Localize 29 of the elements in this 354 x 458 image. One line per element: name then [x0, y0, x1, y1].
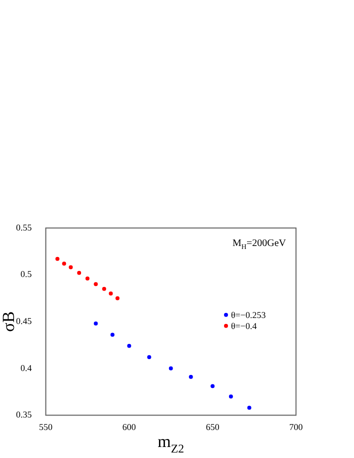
y-tick-label: 0.5 — [20, 269, 32, 280]
point — [115, 296, 120, 300]
point — [168, 366, 173, 370]
x-tick-label: 650 — [206, 422, 220, 432]
point — [108, 292, 113, 296]
point — [77, 270, 82, 275]
point — [94, 282, 98, 286]
point — [127, 344, 132, 348]
point — [247, 406, 252, 410]
point — [228, 394, 233, 398]
point — [210, 384, 215, 388]
y-tick-label: 0.55 — [16, 222, 32, 232]
y-tick-label: 0.4 — [20, 362, 32, 373]
point — [62, 262, 66, 266]
legend-label: θ=−0.4 — [231, 320, 258, 331]
x-tick-label: 550 — [39, 422, 53, 432]
point — [102, 286, 106, 291]
point — [94, 321, 98, 326]
x-tick-label: 600 — [122, 422, 136, 432]
point — [110, 332, 114, 337]
x-tick-label: 700 — [289, 422, 304, 432]
y-tick-label: 0.35 — [16, 410, 32, 420]
point — [55, 256, 60, 261]
point — [147, 355, 152, 360]
y-tick-label: 0.45 — [16, 316, 32, 326]
point — [188, 374, 193, 379]
point — [68, 265, 73, 270]
legend-label: θ=−0.253 — [231, 310, 266, 320]
point — [85, 276, 90, 281]
